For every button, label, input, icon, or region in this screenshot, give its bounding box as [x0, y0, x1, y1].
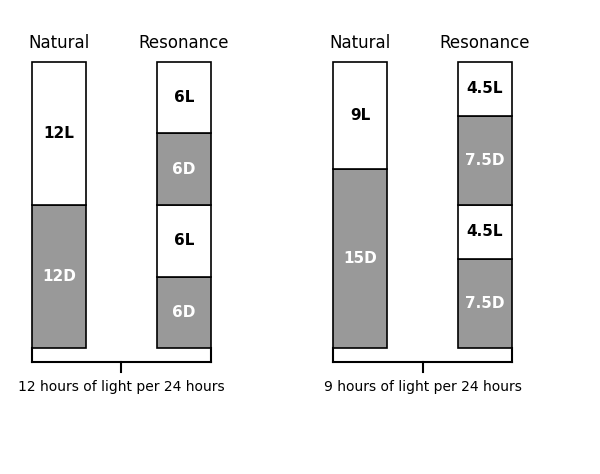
Text: 4.5L: 4.5L: [467, 81, 503, 96]
Text: 6L: 6L: [173, 90, 194, 105]
Bar: [157, 205, 211, 276]
Text: Resonance: Resonance: [440, 34, 530, 52]
Bar: [157, 134, 211, 205]
Text: 7.5D: 7.5D: [465, 153, 505, 168]
Text: 7.5D: 7.5D: [465, 296, 505, 311]
Bar: [458, 205, 512, 259]
Bar: [157, 62, 211, 134]
Text: 12L: 12L: [44, 126, 74, 141]
Bar: [157, 276, 211, 348]
Text: Resonance: Resonance: [139, 34, 229, 52]
Bar: [458, 116, 512, 205]
Text: Natural: Natural: [329, 34, 391, 52]
Text: 12D: 12D: [42, 269, 76, 284]
Text: 6D: 6D: [172, 305, 196, 320]
Bar: [333, 169, 388, 348]
Bar: [32, 205, 86, 348]
Text: 15D: 15D: [343, 251, 377, 266]
Bar: [333, 62, 388, 169]
Text: 9 hours of light per 24 hours: 9 hours of light per 24 hours: [323, 380, 521, 394]
Text: 6D: 6D: [172, 162, 196, 177]
Text: 12 hours of light per 24 hours: 12 hours of light per 24 hours: [18, 380, 225, 394]
Text: 6L: 6L: [173, 233, 194, 248]
Text: 9L: 9L: [350, 108, 370, 123]
Bar: [458, 259, 512, 348]
Text: 4.5L: 4.5L: [467, 224, 503, 239]
Text: Natural: Natural: [28, 34, 89, 52]
Bar: [32, 62, 86, 205]
Bar: [458, 62, 512, 116]
